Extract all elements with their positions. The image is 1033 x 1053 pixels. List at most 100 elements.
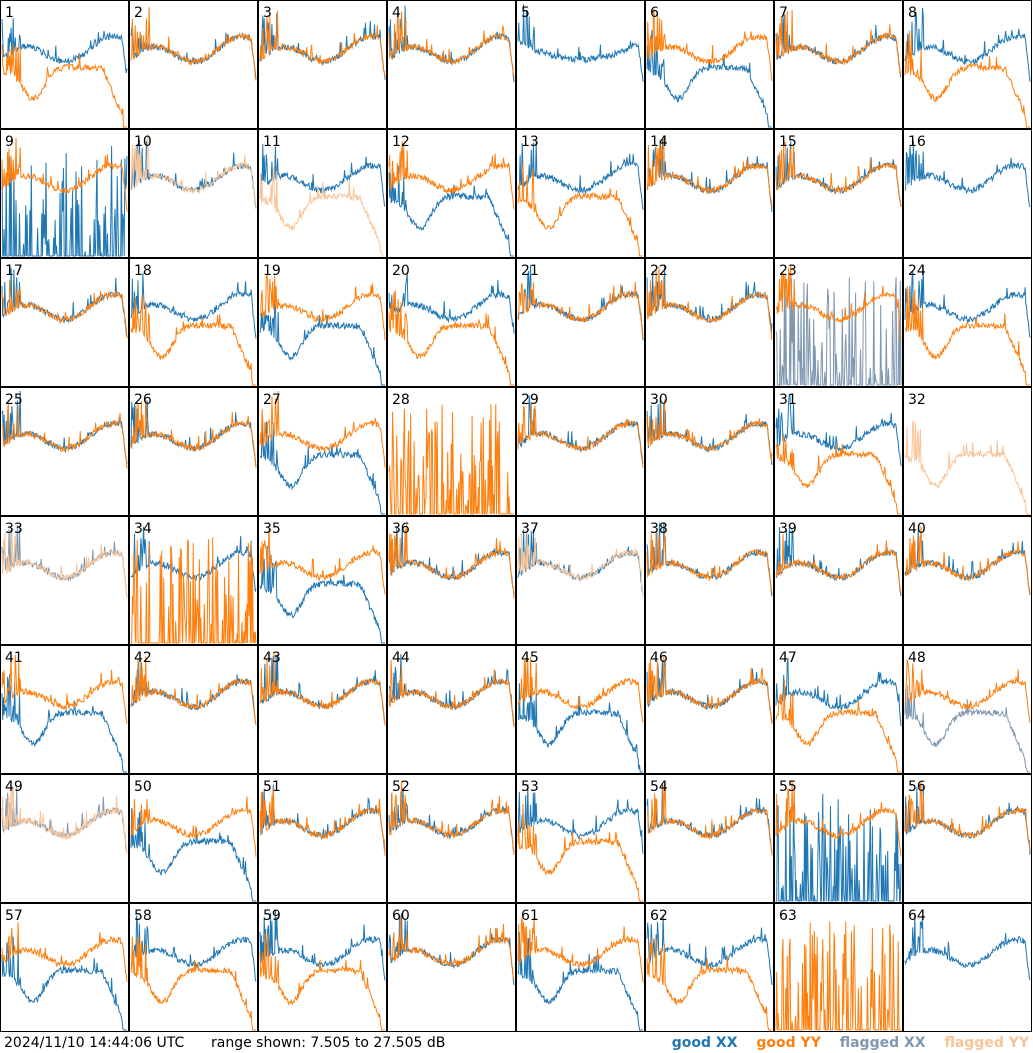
- panel-frame: [903, 516, 1032, 645]
- panel-label: 53: [521, 779, 539, 795]
- panel-19-xx-line: [259, 298, 385, 386]
- panel-1: 1: [0, 0, 129, 129]
- panel-13: 13: [516, 129, 645, 258]
- panel-label: 17: [5, 263, 23, 279]
- panel-frame: [387, 0, 516, 129]
- panel-28-yy-line: [388, 404, 514, 515]
- panel-frame: [387, 774, 516, 903]
- panel-label: 49: [5, 779, 23, 795]
- panel-5: 5: [516, 0, 645, 129]
- panel-frame: [774, 516, 903, 645]
- panel-37-yy-line: [517, 524, 644, 597]
- panel-62-xx-line: [646, 914, 773, 985]
- panel-10: 10: [129, 129, 258, 258]
- panel-25-xx-line: [1, 390, 128, 465]
- panel-20-yy-line: [388, 290, 514, 386]
- panel-24-xx-line: [904, 265, 1031, 338]
- panel-59-xx-line: [259, 909, 386, 981]
- panel-2: 2: [129, 0, 258, 129]
- panel-22-yy-line: [646, 265, 773, 341]
- panel-frame: [516, 0, 645, 129]
- panel-label: 55: [779, 779, 797, 795]
- panel-21: 21: [516, 258, 645, 387]
- panel-9: 9: [0, 129, 129, 258]
- panel-38-yy-line: [646, 531, 773, 594]
- panel-label: 18: [134, 263, 152, 279]
- panel-43: 43: [258, 645, 387, 774]
- panel-label: 31: [779, 392, 797, 408]
- panel-label: 1: [5, 5, 14, 21]
- panel-6-xx-line: [646, 30, 772, 128]
- panel-label: 27: [263, 392, 281, 408]
- panel-label: 19: [263, 263, 281, 279]
- panel-27-yy-line: [259, 390, 386, 468]
- panel-35: 35: [258, 516, 387, 645]
- panel-frame: [387, 258, 516, 387]
- legend-good-xx: good XX: [671, 1035, 738, 1051]
- panel-23-yy-line: [775, 264, 902, 341]
- panel-35-xx-line: [259, 545, 385, 644]
- panel-22: 22: [645, 258, 774, 387]
- panel-label: 32: [908, 392, 926, 408]
- panel-55: 55: [774, 774, 903, 903]
- panel-7-yy-line: [775, 9, 902, 75]
- panel-label: 37: [521, 521, 539, 537]
- panel-57-yy-line: [1, 922, 128, 982]
- panel-20-xx-line: [388, 272, 515, 334]
- panel-frame: [903, 774, 1032, 903]
- panel-41: 41: [0, 645, 129, 774]
- panel-3-yy-line: [259, 10, 386, 79]
- panel-label: 20: [392, 263, 410, 279]
- panel-frame: [129, 258, 258, 387]
- panel-29-yy-line: [517, 402, 644, 468]
- panel-34-yy-line: [131, 537, 257, 645]
- panel-label: 33: [5, 521, 23, 537]
- panel-41-yy-line: [1, 654, 128, 724]
- panel-label: 15: [779, 134, 797, 150]
- panel-label: 3: [263, 5, 272, 21]
- panel-frame: [258, 516, 387, 645]
- panel-63: 63: [774, 903, 903, 1032]
- panel-label: 45: [521, 650, 539, 666]
- legend-good-yy: good YY: [756, 1035, 821, 1051]
- panel-47-xx-line: [775, 657, 902, 727]
- panel-60: 60: [387, 903, 516, 1032]
- panel-48: 48: [903, 645, 1032, 774]
- panel-30: 30: [645, 387, 774, 516]
- panel-59: 59: [258, 903, 387, 1032]
- panel-label: 36: [392, 521, 410, 537]
- panel-60-yy-line: [388, 914, 515, 979]
- panel-49-yy-line: [1, 786, 128, 855]
- panel-28: 28: [387, 387, 516, 516]
- panel-56: 56: [903, 774, 1032, 903]
- panel-26-yy-line: [130, 400, 257, 468]
- panel-frame: [645, 903, 774, 1032]
- panel-frame: [903, 903, 1032, 1032]
- panel-frame: [258, 387, 387, 516]
- panel-frame: [129, 387, 258, 516]
- panel-34: 34: [129, 516, 258, 645]
- panel-label: 7: [779, 5, 788, 21]
- panel-8: 8: [903, 0, 1032, 129]
- panel-56-yy-line: [904, 782, 1031, 852]
- panel-3: 3: [258, 0, 387, 129]
- panel-53-yy-line: [517, 803, 643, 902]
- panel-label: 13: [521, 134, 539, 150]
- panel-label: 41: [5, 650, 23, 666]
- panel-label: 11: [263, 134, 281, 150]
- panel-40-yy-line: [904, 526, 1031, 596]
- panel-frame: [645, 387, 774, 516]
- panel-33-yy-line: [1, 532, 128, 597]
- panel-50: 50: [129, 774, 258, 903]
- panel-frame: [387, 516, 516, 645]
- panel-26: 26: [129, 387, 258, 516]
- panel-50-yy-line: [130, 796, 257, 857]
- panel-58: 58: [129, 903, 258, 1032]
- panel-label: 40: [908, 521, 926, 537]
- panel-30-yy-line: [646, 399, 773, 461]
- panel-19-yy-line: [259, 273, 386, 341]
- panel-label: 5: [521, 5, 530, 21]
- panel-32-yy-line: [904, 420, 1030, 515]
- panel-54-yy-line: [646, 782, 773, 856]
- panel-36: 36: [387, 516, 516, 645]
